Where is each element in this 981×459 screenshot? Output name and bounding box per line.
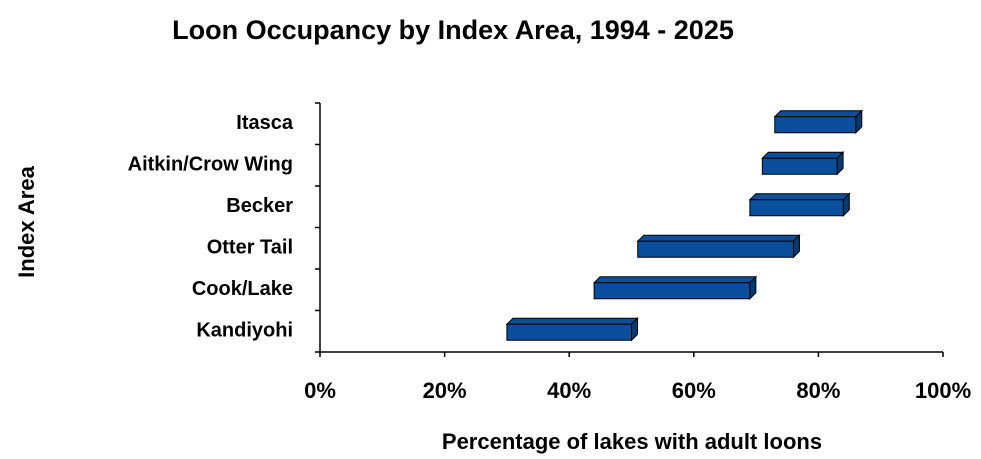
y-tick-label: Cook/Lake: [192, 278, 293, 300]
bar: [761, 157, 838, 175]
x-tick-label: 80%: [796, 378, 840, 403]
bar: [749, 199, 844, 217]
bar: [774, 116, 857, 134]
x-axis-label: Percentage of lakes with adult loons: [442, 429, 822, 454]
bar-top: [773, 110, 863, 118]
x-tick-label: 20%: [423, 378, 467, 403]
y-tick-label: Aitkin/Crow Wing: [128, 154, 293, 176]
x-tick-label: 0%: [304, 378, 336, 403]
bar: [637, 240, 794, 258]
y-tick-label: Otter Tail: [207, 237, 293, 259]
y-tick-label: Becker: [226, 195, 293, 217]
y-tick-label: Itasca: [236, 112, 294, 134]
bar-top: [748, 193, 851, 201]
bar-top: [505, 317, 639, 325]
y-tick-label: Kandiyohi: [196, 320, 293, 342]
bar-top: [761, 151, 845, 159]
bar: [593, 282, 751, 300]
y-axis-label: Index Area: [14, 165, 39, 277]
x-tick-label: 40%: [547, 378, 591, 403]
bar-top: [636, 234, 801, 242]
bar: [506, 323, 632, 341]
chart-title: Loon Occupancy by Index Area, 1994 - 202…: [172, 15, 734, 45]
bar-top: [592, 276, 758, 284]
x-tick-label: 100%: [915, 378, 971, 403]
x-tick-label: 60%: [672, 378, 716, 403]
